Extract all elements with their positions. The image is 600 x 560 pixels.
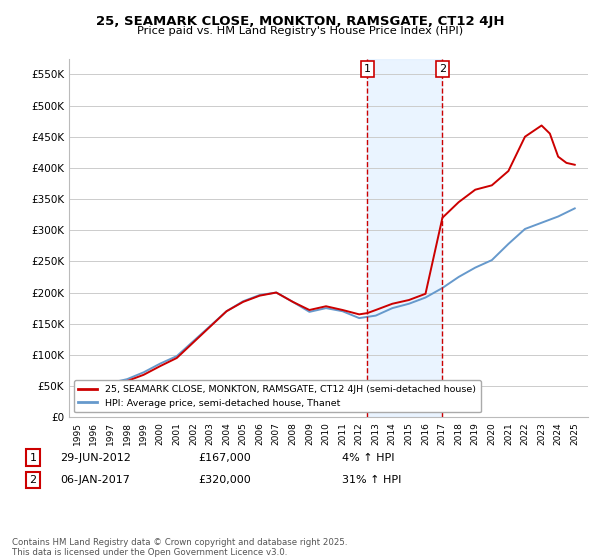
Bar xyxy=(367,59,442,417)
Legend: 25, SEAMARK CLOSE, MONKTON, RAMSGATE, CT12 4JH (semi-detached house), HPI: Avera: 25, SEAMARK CLOSE, MONKTON, RAMSGATE, CT… xyxy=(74,380,481,413)
Text: 25, SEAMARK CLOSE, MONKTON, RAMSGATE, CT12 4JH: 25, SEAMARK CLOSE, MONKTON, RAMSGATE, CT… xyxy=(96,15,504,28)
Text: 31% ↑ HPI: 31% ↑ HPI xyxy=(342,475,401,485)
Text: Contains HM Land Registry data © Crown copyright and database right 2025.
This d: Contains HM Land Registry data © Crown c… xyxy=(12,538,347,557)
Text: 29-JUN-2012: 29-JUN-2012 xyxy=(60,452,131,463)
Text: 1: 1 xyxy=(364,64,371,74)
Text: 2: 2 xyxy=(439,64,446,74)
Text: Price paid vs. HM Land Registry's House Price Index (HPI): Price paid vs. HM Land Registry's House … xyxy=(137,26,463,36)
Text: 4% ↑ HPI: 4% ↑ HPI xyxy=(342,452,395,463)
Text: £320,000: £320,000 xyxy=(198,475,251,485)
Text: 06-JAN-2017: 06-JAN-2017 xyxy=(60,475,130,485)
Text: 1: 1 xyxy=(29,452,37,463)
Text: 2: 2 xyxy=(29,475,37,485)
Text: £167,000: £167,000 xyxy=(198,452,251,463)
